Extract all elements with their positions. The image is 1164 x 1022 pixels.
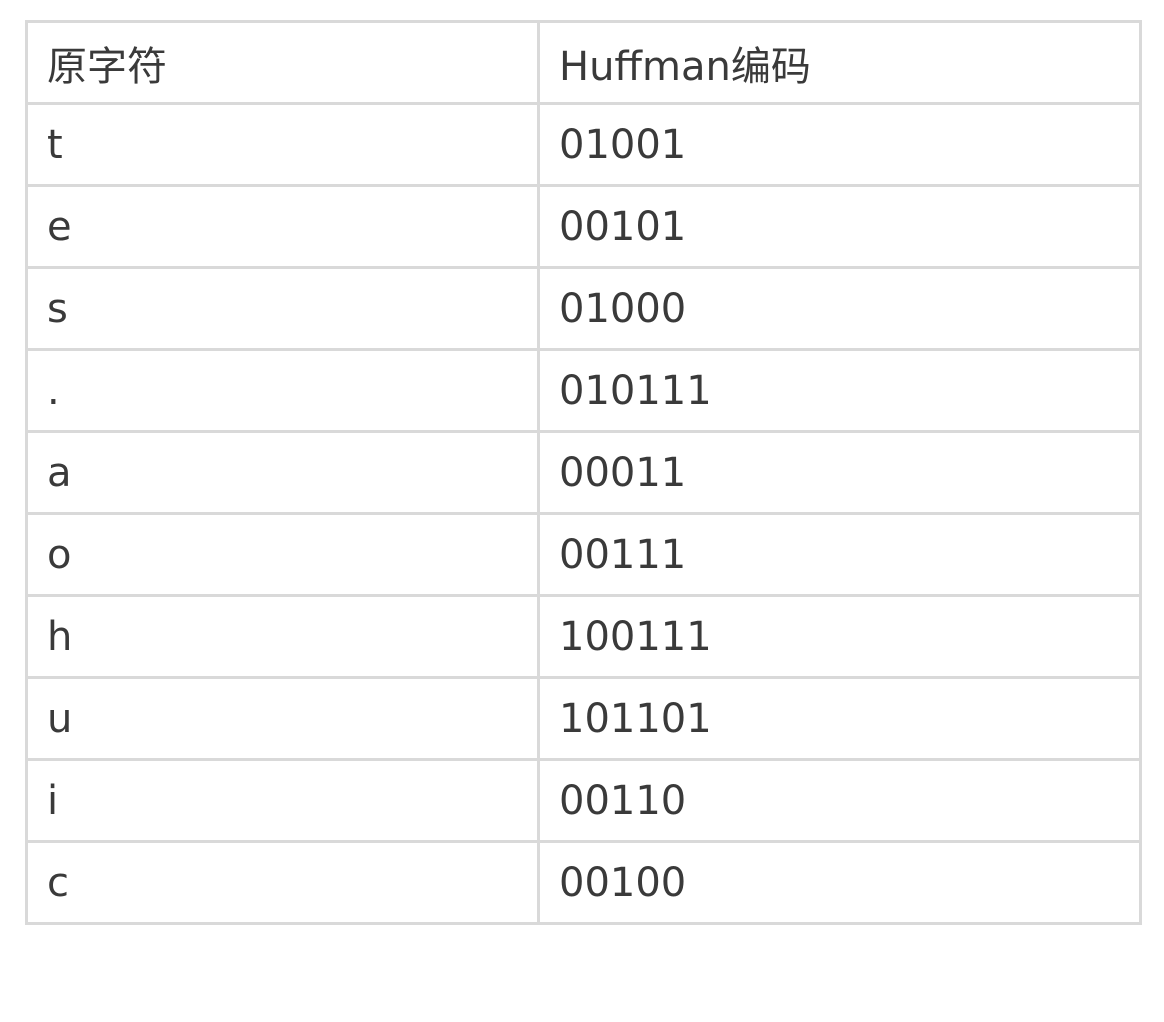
cell-code: 00100: [537, 840, 1142, 925]
cell-code: 101101: [537, 676, 1142, 761]
table-row: . 010111: [25, 348, 1142, 433]
cell-character: .: [25, 348, 540, 433]
table-row: i 00110: [25, 758, 1142, 843]
huffman-code-table: 原字符 Huffman编码 t 01001 e 00101 s 01000 . …: [25, 20, 1142, 925]
cell-code: 010111: [537, 348, 1142, 433]
cell-code: 00111: [537, 512, 1142, 597]
cell-code: 01000: [537, 266, 1142, 351]
table-header-row: 原字符 Huffman编码: [25, 20, 1142, 105]
huffman-code-table-container: 原字符 Huffman编码 t 01001 e 00101 s 01000 . …: [25, 20, 1142, 925]
table-row: e 00101: [25, 184, 1142, 269]
header-huffman-code: Huffman编码: [537, 20, 1142, 105]
table-row: c 00100: [25, 840, 1142, 925]
cell-character: s: [25, 266, 540, 351]
header-original-character: 原字符: [25, 20, 540, 105]
table-row: o 00111: [25, 512, 1142, 597]
table-row: s 01000: [25, 266, 1142, 351]
cell-character: e: [25, 184, 540, 269]
table-row: u 101101: [25, 676, 1142, 761]
table-row: h 100111: [25, 594, 1142, 679]
table-row: t 01001: [25, 102, 1142, 187]
cell-code: 00101: [537, 184, 1142, 269]
cell-character: h: [25, 594, 540, 679]
cell-code: 00110: [537, 758, 1142, 843]
cell-code: 01001: [537, 102, 1142, 187]
cell-character: t: [25, 102, 540, 187]
cell-character: o: [25, 512, 540, 597]
cell-code: 00011: [537, 430, 1142, 515]
table-row: a 00011: [25, 430, 1142, 515]
cell-character: u: [25, 676, 540, 761]
cell-character: a: [25, 430, 540, 515]
cell-character: i: [25, 758, 540, 843]
cell-code: 100111: [537, 594, 1142, 679]
cell-character: c: [25, 840, 540, 925]
